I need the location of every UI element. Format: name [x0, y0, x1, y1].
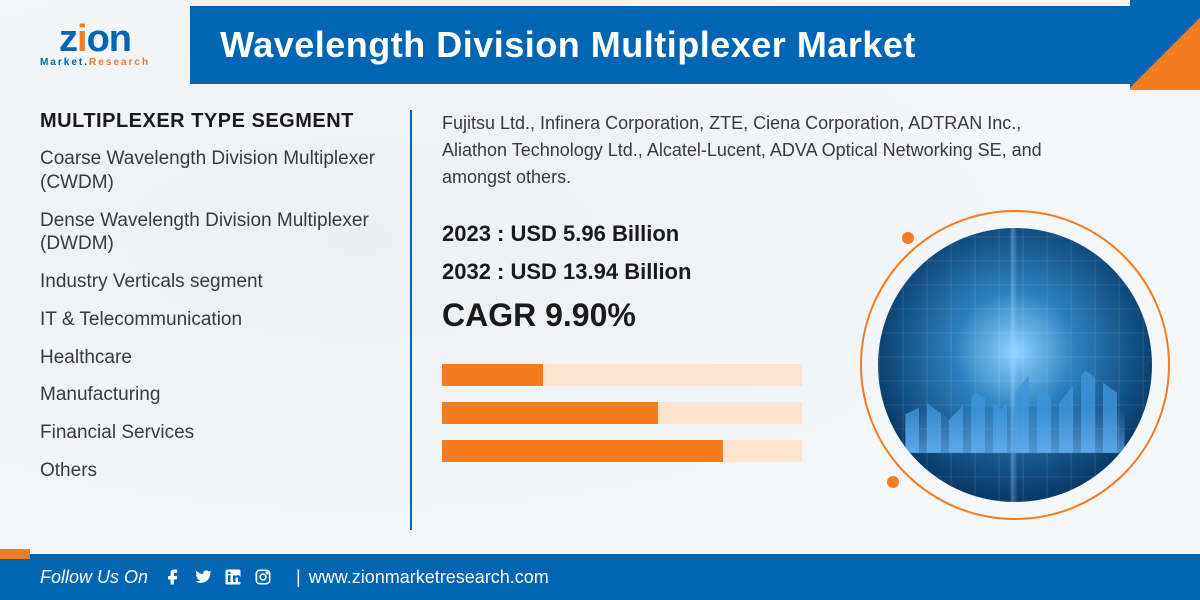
- segment-item: Manufacturing: [40, 383, 380, 407]
- brand-logo: zion Market.Research: [40, 22, 150, 67]
- instagram-icon[interactable]: [252, 566, 274, 588]
- progress-bars: [442, 364, 802, 462]
- facebook-icon[interactable]: [162, 566, 184, 588]
- segment-item: Others: [40, 459, 380, 483]
- segment-item: Industry Verticals segment: [40, 270, 380, 294]
- metrics-column: Fujitsu Ltd., Infinera Corporation, ZTE,…: [442, 110, 1160, 550]
- footer-accent: [0, 549, 30, 559]
- header: zion Market.Research Wavelength Division…: [0, 0, 1200, 90]
- segment-item: IT & Telecommunication: [40, 308, 380, 332]
- logo-subtext: Market.Research: [40, 57, 150, 68]
- content-body: MULTIPLEXER TYPE SEGMENT Coarse Waveleng…: [0, 90, 1200, 550]
- header-corner-accent: [1130, 0, 1200, 90]
- segment-item: Coarse Wavelength Division Multiplexer (…: [40, 147, 380, 195]
- bar-track: [442, 364, 802, 386]
- bar-fill: [442, 402, 658, 424]
- circle-chart-image: [878, 228, 1152, 502]
- social-icons: [162, 566, 274, 588]
- vertical-divider: [410, 110, 412, 530]
- footer-sep: |: [296, 567, 301, 588]
- footer-url[interactable]: www.zionmarketresearch.com: [309, 567, 549, 588]
- segment-item: Dense Wavelength Division Multiplexer (D…: [40, 209, 380, 257]
- bar-track: [442, 440, 802, 462]
- segment-item: Financial Services: [40, 421, 380, 445]
- bar-fill: [442, 440, 723, 462]
- segment-heading: MULTIPLEXER TYPE SEGMENT: [40, 110, 380, 133]
- follow-label: Follow Us On: [40, 567, 148, 588]
- segment-item: Healthcare: [40, 346, 380, 370]
- linkedin-icon[interactable]: [222, 566, 244, 588]
- logo-wordmark: zion: [59, 22, 131, 56]
- twitter-icon[interactable]: [192, 566, 214, 588]
- footer: Follow Us On | www.zionmarketresearch.co…: [0, 554, 1200, 600]
- bar-fill: [442, 364, 543, 386]
- hero-circle-graphic: [860, 210, 1170, 520]
- page-title: Wavelength Division Multiplexer Market: [190, 6, 1160, 84]
- segment-column: MULTIPLEXER TYPE SEGMENT Coarse Waveleng…: [40, 110, 410, 550]
- bar-track: [442, 402, 802, 424]
- companies-list: Fujitsu Ltd., Infinera Corporation, ZTE,…: [442, 110, 1082, 191]
